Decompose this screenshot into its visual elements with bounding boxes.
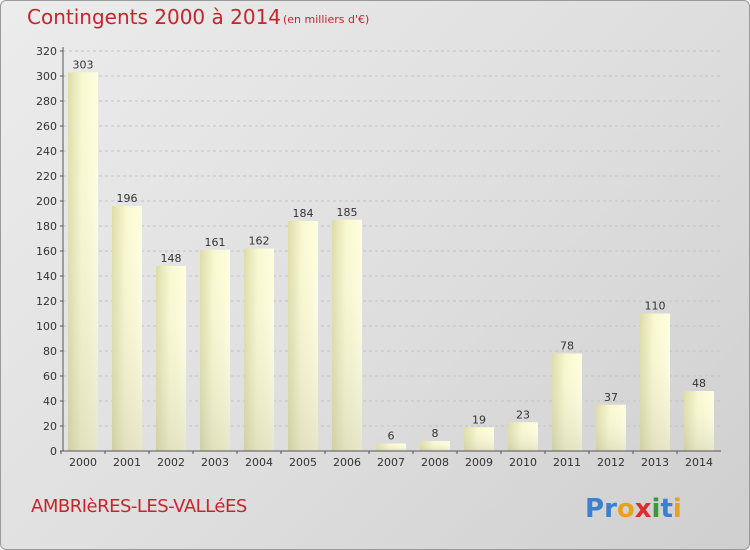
svg-text:Proxiti: Proxiti bbox=[585, 494, 682, 524]
y-tick-label: 260 bbox=[36, 120, 57, 133]
chart-subtitle: (en milliers d'€) bbox=[283, 13, 370, 26]
y-tick-label: 0 bbox=[50, 445, 57, 458]
bar-value-label: 78 bbox=[560, 340, 574, 353]
bar-value-label: 48 bbox=[692, 377, 706, 390]
bar-shade bbox=[596, 404, 626, 451]
y-tick-label: 280 bbox=[36, 95, 57, 108]
x-tick-label: 2002 bbox=[157, 456, 185, 469]
x-tick-label: 2004 bbox=[245, 456, 273, 469]
x-tick-label: 2011 bbox=[553, 456, 581, 469]
x-tick-label: 2013 bbox=[641, 456, 669, 469]
proxiti-logo: Proxiti bbox=[585, 494, 682, 524]
bar-shade bbox=[508, 422, 538, 451]
bar-value-label: 37 bbox=[604, 391, 618, 404]
town-name: AMBRIèRES-LES-VALLéES bbox=[31, 496, 247, 517]
bar-shade bbox=[376, 443, 406, 451]
y-tick-label: 140 bbox=[36, 270, 57, 283]
bar-shade bbox=[420, 441, 450, 451]
bar-value-label: 110 bbox=[645, 300, 666, 313]
bar-value-label: 162 bbox=[249, 235, 270, 248]
bar-value-label: 196 bbox=[117, 192, 138, 205]
x-tick-label: 2003 bbox=[201, 456, 229, 469]
x-tick-label: 2012 bbox=[597, 456, 625, 469]
bar-shade bbox=[68, 72, 98, 451]
bar-shade bbox=[156, 266, 186, 451]
y-tick-label: 300 bbox=[36, 70, 57, 83]
x-tick-label: 2009 bbox=[465, 456, 493, 469]
bar-value-label: 184 bbox=[293, 207, 314, 220]
bar-shade bbox=[552, 353, 582, 451]
bar-shade bbox=[684, 391, 714, 451]
y-tick-label: 40 bbox=[43, 395, 57, 408]
x-tick-label: 2007 bbox=[377, 456, 405, 469]
x-tick-label: 2008 bbox=[421, 456, 449, 469]
bar-value-label: 19 bbox=[472, 413, 486, 426]
x-tick-label: 2001 bbox=[113, 456, 141, 469]
x-tick-label: 2006 bbox=[333, 456, 361, 469]
y-tick-label: 220 bbox=[36, 170, 57, 183]
bar-value-label: 23 bbox=[516, 408, 530, 421]
bar-shade bbox=[640, 313, 670, 451]
y-tick-label: 80 bbox=[43, 345, 57, 358]
bar-shade bbox=[464, 427, 494, 451]
x-tick-label: 2014 bbox=[685, 456, 713, 469]
y-tick-label: 240 bbox=[36, 145, 57, 158]
bar-value-label: 6 bbox=[388, 430, 395, 443]
y-tick-label: 120 bbox=[36, 295, 57, 308]
y-tick-label: 320 bbox=[36, 45, 57, 58]
bar-value-label: 303 bbox=[73, 58, 94, 71]
y-tick-label: 20 bbox=[43, 420, 57, 433]
bar-shade bbox=[200, 249, 230, 451]
bar-shade bbox=[244, 248, 274, 451]
y-tick-label: 180 bbox=[36, 220, 57, 233]
y-tick-label: 160 bbox=[36, 245, 57, 258]
bar-shade bbox=[288, 221, 318, 451]
x-tick-label: 2005 bbox=[289, 456, 317, 469]
bar-value-label: 161 bbox=[205, 236, 226, 249]
y-tick-label: 100 bbox=[36, 320, 57, 333]
y-tick-label: 60 bbox=[43, 370, 57, 383]
bar-value-label: 148 bbox=[161, 252, 182, 265]
y-tick-label: 200 bbox=[36, 195, 57, 208]
x-tick-label: 2010 bbox=[509, 456, 537, 469]
x-tick-label: 2000 bbox=[69, 456, 97, 469]
chart-title: Contingents 2000 à 2014 bbox=[27, 5, 282, 29]
bar-value-label: 8 bbox=[432, 427, 439, 440]
bar-shade bbox=[332, 219, 362, 451]
bar-shade bbox=[112, 206, 142, 451]
bar-value-label: 185 bbox=[337, 206, 358, 219]
